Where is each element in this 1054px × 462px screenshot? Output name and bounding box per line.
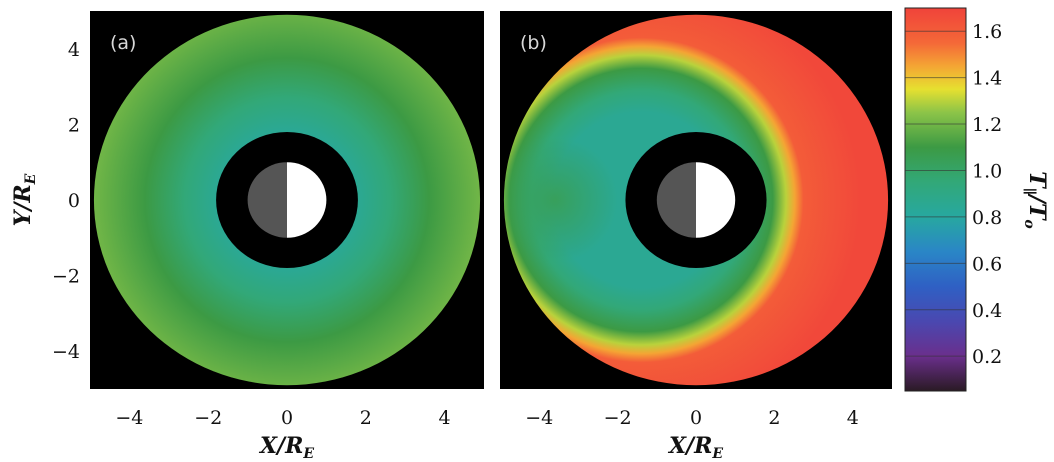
- x-tick-label: 2: [768, 407, 780, 429]
- y-axis-title: Y/RE: [10, 173, 39, 226]
- panel-label: (a): [110, 32, 136, 54]
- colorbar-tick-label: 1.2: [972, 114, 1002, 136]
- panel-a: (a) −4 −2 0 2 4 X/RE 4 2 0 −2 −4 Y/RE: [10, 11, 484, 462]
- y-tick-label: −2: [52, 266, 80, 288]
- x-tick-label: 0: [690, 407, 702, 429]
- x-tick-label: −2: [194, 407, 222, 429]
- planet-day-side: [696, 162, 736, 238]
- colorbar-gradient: [904, 7, 967, 392]
- x-axis-title: X/RE: [258, 433, 314, 462]
- panel-label: (b): [520, 32, 547, 54]
- planet-day-side: [287, 162, 327, 238]
- y-tick-label: −4: [52, 341, 80, 363]
- x-tick-label: 0: [281, 407, 293, 429]
- x-tick-label: −2: [604, 407, 632, 429]
- x-tick-label: 4: [439, 407, 451, 429]
- x-axis-title: X/RE: [667, 433, 723, 462]
- y-tick-label: 0: [68, 190, 80, 212]
- colorbar-tick-label: 0.6: [972, 253, 1002, 275]
- planet-night-side: [247, 162, 287, 238]
- colorbar-tick-label: 1.0: [972, 160, 1002, 182]
- panels-group: (a) −4 −2 0 2 4 X/RE 4 2 0 −2 −4 Y/RE (b) −4 −2 0 2 4 X/RE: [10, 11, 892, 462]
- colorbar: 1.6 1.4 1.2 1.0 0.8 0.6 0.4 0.2 T∥/To: [904, 7, 1050, 392]
- colorbar-tick-label: 0.4: [972, 300, 1002, 322]
- colorbar-tick-label: 1.6: [972, 21, 1002, 43]
- x-tick-label: −4: [115, 407, 143, 429]
- colorbar-tick-label: 1.4: [972, 68, 1002, 90]
- colorbar-tick-label: 0.2: [972, 346, 1002, 368]
- x-tick-label: 2: [360, 407, 372, 429]
- y-tick-label: 2: [68, 114, 80, 136]
- colorbar-tick-label: 0.8: [972, 207, 1002, 229]
- dawn-bulge: [503, 101, 630, 299]
- panel-b: (b) −4 −2 0 2 4 X/RE: [500, 11, 892, 462]
- y-tick-label: 4: [68, 39, 80, 61]
- x-tick-label: 4: [847, 407, 859, 429]
- planet-night-side: [656, 162, 696, 238]
- x-tick-label: −4: [525, 407, 553, 429]
- colorbar-title: T∥/To: [1021, 171, 1050, 229]
